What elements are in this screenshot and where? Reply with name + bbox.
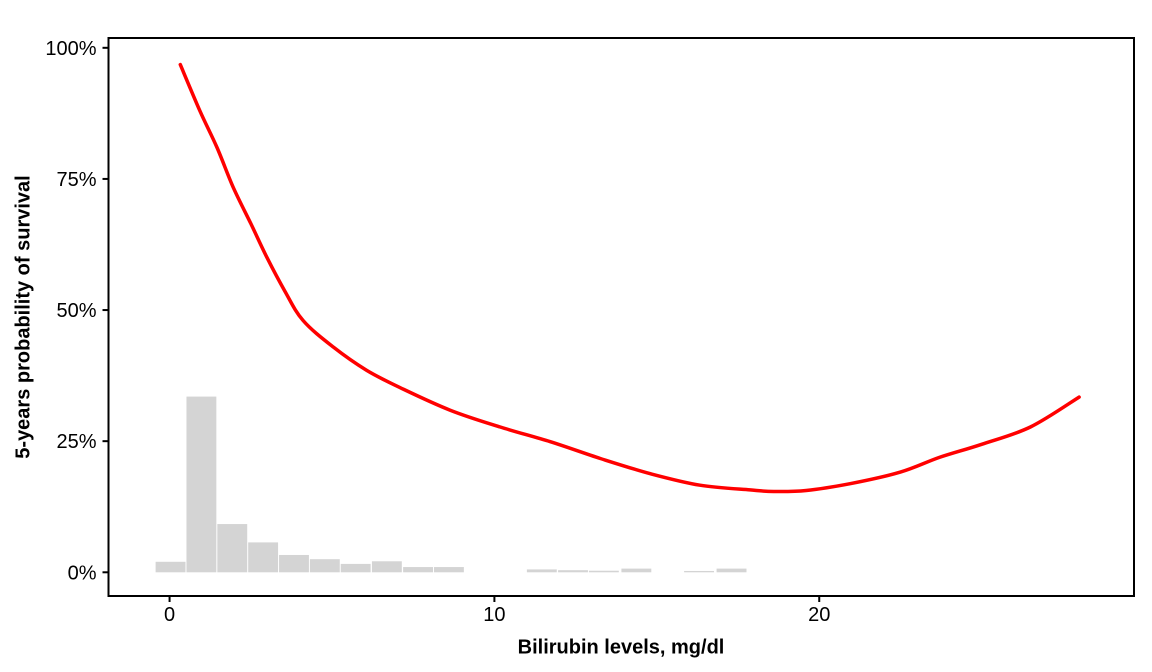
histogram-bar [403,567,434,573]
x-tick-label: 10 [483,604,505,626]
histogram-bar [716,568,747,573]
x-tick-label: 20 [808,604,830,626]
histogram-bar [684,570,714,573]
y-tick-label: 25% [56,431,96,453]
histogram-bar [526,569,557,573]
survival-curve [178,62,1081,494]
histogram-bar [279,554,309,573]
histogram-bar [558,570,588,573]
histogram-bar [588,570,619,573]
y-tick-label: 100% [45,38,96,60]
histogram-bar [217,524,248,573]
histogram-bar [186,396,217,573]
y-tick-label: 0% [68,562,97,584]
histogram-bar [371,561,402,573]
histogram-bar [155,561,186,573]
histogram-bar [621,568,652,573]
x-axis-title: Bilirubin levels, mg/dl [517,636,725,659]
x-tick-label: 0 [164,604,175,626]
panel-border [107,37,1135,597]
y-axis-title: 5-years probability of survival [12,175,35,459]
histogram-bar [433,567,464,573]
y-tick-label: 50% [56,300,96,322]
histogram-bar [340,563,371,573]
histogram-bar [309,559,340,573]
y-tick-label: 75% [56,169,96,191]
histogram-bar [248,542,279,573]
